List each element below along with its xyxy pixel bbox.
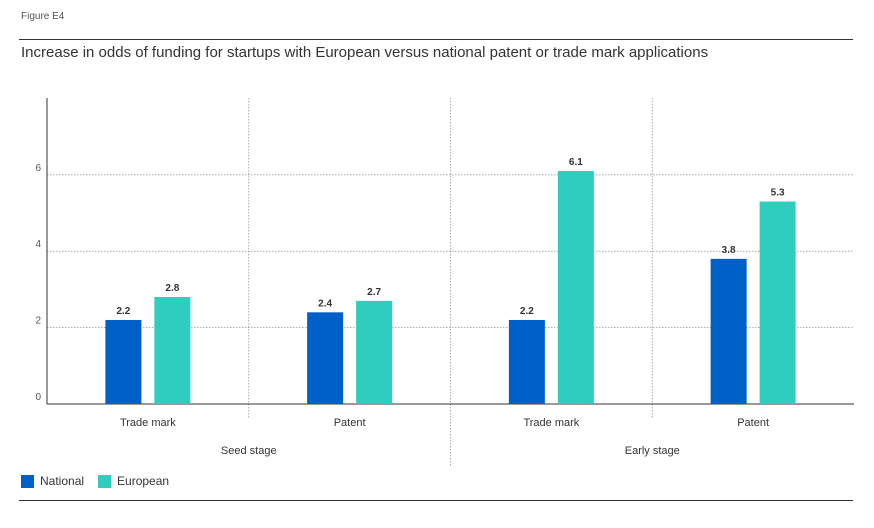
bar-national <box>307 312 344 404</box>
legend-item-european: European <box>98 474 169 488</box>
bar-national <box>105 319 142 404</box>
data-label: 6.1 <box>569 157 583 168</box>
bar-european <box>759 201 796 404</box>
legend-swatch-national <box>21 474 34 488</box>
data-label: 5.3 <box>771 188 785 199</box>
figure-label: Figure E4 <box>21 11 65 22</box>
legend: National European <box>21 474 183 488</box>
group-label: Seed stage <box>221 445 277 457</box>
bar-national <box>508 319 545 404</box>
x-tick-label: Patent <box>737 417 769 429</box>
data-label: 2.2 <box>520 306 534 317</box>
data-label: 2.4 <box>318 298 332 309</box>
y-tick-label: 2 <box>35 316 41 327</box>
data-label: 2.7 <box>367 287 381 298</box>
legend-label-european: European <box>117 474 170 488</box>
y-tick-label: 4 <box>35 239 41 250</box>
legend-swatch-european <box>98 474 112 488</box>
legend-item-national: National <box>21 474 84 488</box>
x-tick-label: Trade mark <box>523 417 579 429</box>
bar-national <box>710 258 747 404</box>
bar-european <box>557 170 594 404</box>
legend-label-national: National <box>40 474 85 488</box>
bottom-rule <box>19 500 853 501</box>
data-label: 2.2 <box>116 306 130 317</box>
data-label: 3.8 <box>722 245 736 256</box>
top-rule <box>19 39 853 40</box>
y-tick-label: 0 <box>35 392 41 403</box>
x-tick-label: Trade mark <box>120 417 176 429</box>
y-tick-label: 6 <box>35 163 41 174</box>
x-tick-label: Patent <box>334 417 366 429</box>
data-label: 2.8 <box>165 283 179 294</box>
chart-title: Increase in odds of funding for startups… <box>21 44 709 61</box>
bar-european <box>154 297 191 404</box>
group-label: Early stage <box>625 445 680 457</box>
bar-european <box>356 300 393 404</box>
